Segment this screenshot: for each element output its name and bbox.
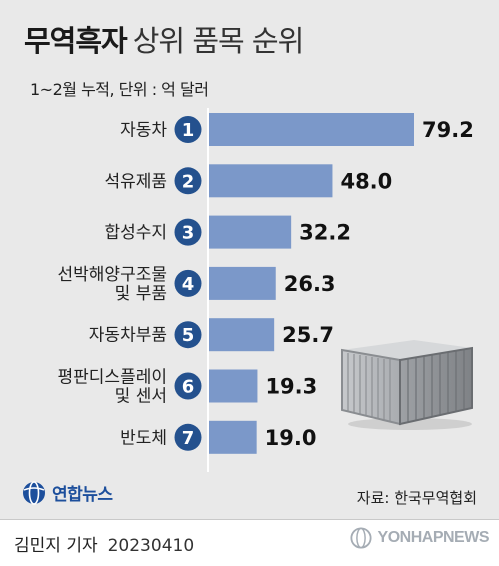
shipping-container-illustration	[341, 340, 473, 430]
category-label-3: 합성수지	[104, 223, 167, 243]
footer-divider	[0, 519, 499, 520]
title-bold: 무역흑자	[24, 24, 128, 58]
rank-number-4: 4	[182, 274, 195, 295]
author-name: 김민지 기자	[14, 536, 98, 556]
bar-7	[207, 420, 257, 454]
bar-5	[207, 318, 275, 352]
yonhap-globe-icon	[350, 527, 372, 549]
axis-line	[207, 108, 209, 472]
bar-3	[207, 215, 292, 249]
bar-1	[207, 113, 414, 146]
category-label-4-line1: 선박해양구조물	[58, 265, 167, 285]
yonhap-logo: 연합뉴스	[22, 480, 113, 505]
rank-number-7: 7	[182, 428, 195, 449]
logo-text: 연합뉴스	[52, 485, 113, 505]
bar-chart: 79.21자동차48.02석유제품32.23합성수지26.34선박해양구조물및 …	[58, 113, 474, 454]
rank-badge-6	[174, 372, 202, 400]
rank-badge-4	[174, 269, 202, 297]
category-label-6-line1: 평판디스플레이	[58, 368, 167, 388]
watermark-text: YONHAPNEWS	[377, 529, 490, 546]
rank-badge-5	[174, 321, 202, 349]
category-label-2: 석유제품	[104, 172, 167, 192]
category-label-1: 자동차	[120, 121, 167, 141]
value-label-7: 19.0	[265, 426, 317, 450]
footer-bar	[0, 520, 499, 566]
rank-number-1: 1	[182, 120, 195, 141]
rank-number-6: 6	[182, 377, 195, 398]
rank-number-3: 3	[182, 223, 195, 244]
category-label-5: 자동차부품	[89, 326, 167, 346]
title-light: 상위 품목 순위	[132, 24, 305, 58]
chart-title: 무역흑자 상위 품목 순위	[24, 18, 305, 60]
rank-badge-7	[174, 423, 202, 451]
rank-badge-3	[174, 218, 202, 246]
rank-number-2: 2	[182, 171, 195, 192]
category-label-4-line2: 및 부품	[115, 284, 167, 304]
category-label-6-line2: 및 센서	[115, 387, 167, 407]
globe-icon	[23, 480, 45, 505]
author-credit: 김민지 기자 20230410	[14, 531, 194, 556]
rank-number-5: 5	[182, 325, 195, 346]
yonhap-watermark: YONHAPNEWS	[350, 527, 490, 549]
bar-6	[207, 369, 258, 403]
rank-badge-2	[174, 167, 202, 195]
category-label-7: 반도체	[120, 428, 167, 448]
value-label-6: 19.3	[265, 375, 317, 399]
value-label-2: 48.0	[340, 169, 392, 193]
credit-date: 20230410	[107, 536, 195, 556]
value-label-1: 79.2	[422, 118, 474, 142]
value-label-4: 26.3	[284, 272, 336, 296]
source-note: 자료: 한국무역협회	[356, 489, 477, 507]
value-label-5: 25.7	[282, 323, 334, 347]
rank-badge-1	[174, 116, 202, 143]
bar-4	[207, 266, 276, 300]
bar-2	[207, 164, 333, 198]
chart-subtitle: 1~2월 누적, 단위 : 억 달러	[30, 80, 209, 99]
value-label-3: 32.2	[299, 221, 351, 245]
